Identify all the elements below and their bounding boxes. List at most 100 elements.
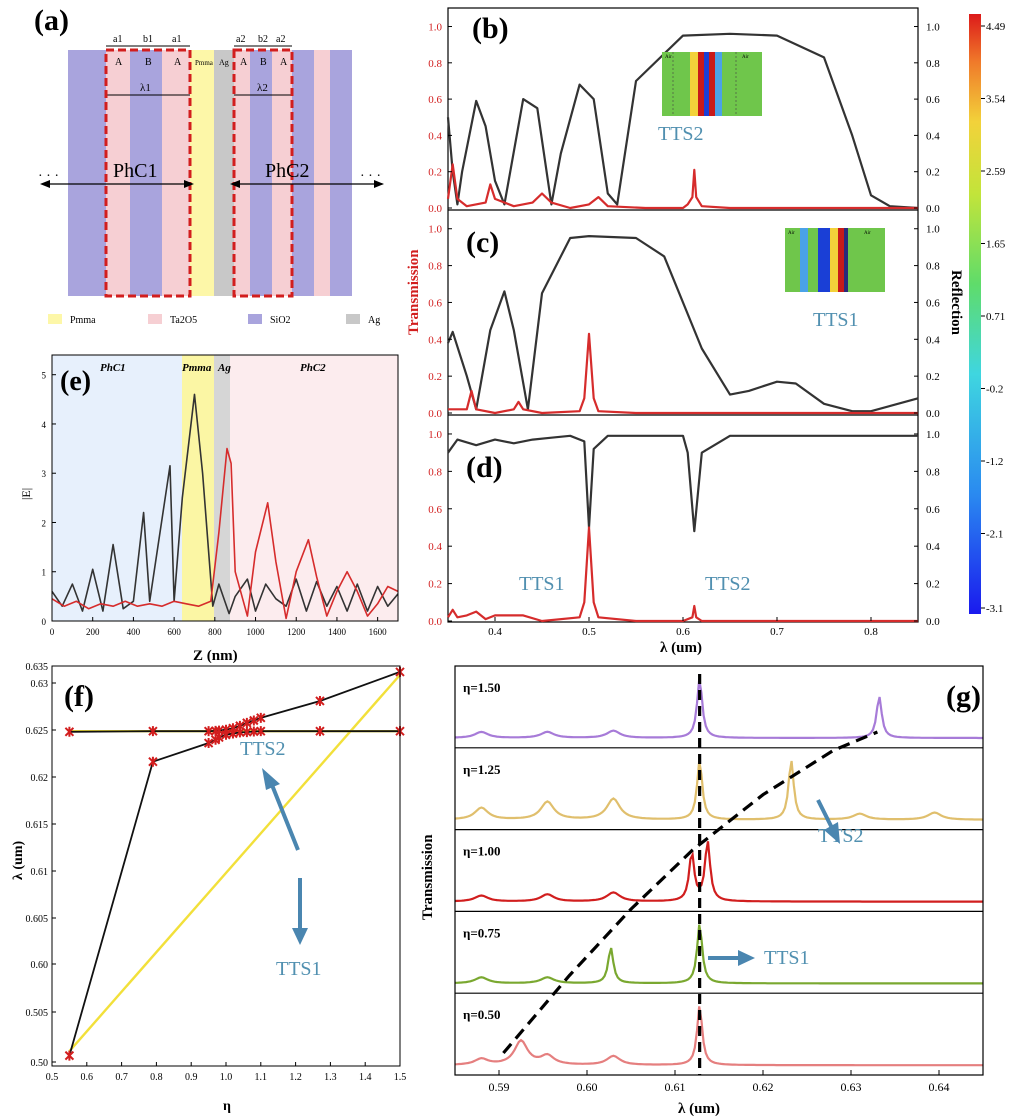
colorbar-tick-label: -1.2 <box>986 456 1003 468</box>
y-tick-label-right: 0.2 <box>926 371 940 383</box>
colorbar-tick-label: 1.65 <box>986 239 1006 251</box>
x-tick-label: 400 <box>127 627 141 637</box>
reflection-axis-label: Reflection <box>948 270 964 336</box>
series-line-0 <box>447 434 918 533</box>
y-tick-label-right: 0.6 <box>926 297 940 309</box>
e-x-axis-label: Z (nm) <box>193 648 238 664</box>
region-label-ag: Ag <box>217 362 231 374</box>
inset-c-air-left: Air <box>788 231 795 236</box>
bcd-x-axis-label: λ (um) <box>660 640 702 656</box>
f-marker <box>315 726 325 737</box>
g-series-3 <box>455 924 983 985</box>
dim-a2-left: a2 <box>236 34 245 45</box>
f-marker <box>64 726 75 737</box>
region-label-phc1: PhC1 <box>100 362 126 374</box>
x-tick-label: 1600 <box>369 627 388 637</box>
y-tick-label: 0.6 <box>428 94 442 106</box>
y-tick-label: 0.4 <box>428 541 442 553</box>
x-tick-label: 0 <box>50 627 55 637</box>
y-tick-label-right: 0.0 <box>926 203 940 215</box>
f-marker <box>148 756 158 767</box>
panel-label-g: (g) <box>946 680 981 713</box>
y-tick-label: 1.0 <box>428 224 442 236</box>
plot-c: 0.0 0.0 0.2 0.2 0.4 0.4 0.6 0.6 0.8 0.8 1.0 1.0 <box>428 224 940 420</box>
y-tick-label: 0.60 <box>31 960 49 971</box>
layer-8 <box>272 50 292 296</box>
y-tick-label: 0.8 <box>428 261 442 273</box>
g-series-4 <box>454 1006 983 1067</box>
y-tick-label: 2 <box>42 518 47 528</box>
plot-b: 0.0 0.0 0.2 0.2 0.4 0.4 0.6 0.6 0.8 0.8 1.0 1.0 <box>428 22 940 215</box>
layer-10 <box>314 50 330 296</box>
f-marker <box>203 738 214 749</box>
y-tick-label: 0.615 <box>26 820 49 831</box>
panel-label-f: (f) <box>64 680 94 713</box>
g-row-label: η=1.25 <box>463 762 501 777</box>
y-tick-label-right: 1.0 <box>926 22 940 34</box>
g-series-1 <box>454 760 984 821</box>
phc1-label: PhC1 <box>113 160 157 182</box>
x-tick-label: 0.8 <box>864 626 878 638</box>
g-annotation-tts2: TTS2 <box>818 825 864 847</box>
f-marker <box>64 1050 75 1061</box>
series-line-1 <box>447 526 918 623</box>
x-tick-label: 1200 <box>287 627 306 637</box>
region-label-pmma: Pmma <box>182 362 212 374</box>
plot-g: η=1.50 η=1.25 η=1.00 η=0.75 η=0.50 0.59 0.60 0.… <box>454 674 984 1094</box>
layer-a-left: A <box>115 57 123 68</box>
panel-label-b: (b) <box>472 12 509 45</box>
y-tick-label: 0.4 <box>428 130 442 142</box>
legend-label-ag: Ag <box>368 315 380 326</box>
f-series-0 <box>69 671 401 733</box>
colorbar-tick-label: 3.54 <box>986 94 1006 106</box>
layer-7 <box>250 50 272 296</box>
f-annotation-tts2: TTS2 <box>240 738 286 760</box>
panel-bcd: 0.0 0.0 0.2 0.2 0.4 0.4 0.6 0.6 0.8 0.8 1.0 1.0 0.0… <box>406 7 964 656</box>
legend-label-ta2o5: Ta2O5 <box>170 315 197 326</box>
plot-e: 0 1 2 3 4 5 0 200 400 600 800 1000 1200 1400 1600 <box>42 371 399 637</box>
panel-f: 0.5 0.6 0.7 0.8 0.9 1.0 1.1 1.2 1.3 1.4 1.5 0.50 0.5… <box>11 662 406 1114</box>
panel-label-c: (c) <box>466 226 499 259</box>
x-tick-label: 200 <box>86 627 100 637</box>
y-tick-label: 0.8 <box>428 466 442 478</box>
g-annotation-tts1: TTS1 <box>764 947 810 969</box>
x-tick-label: 0.59 <box>489 1080 510 1094</box>
y-tick-label: 1.0 <box>428 22 442 34</box>
plot-d: 0.0 0.0 0.2 0.2 0.4 0.4 0.6 0.6 0.8 0.8 1.0 1.0 0.4 0… <box>428 429 940 638</box>
dim-a1-left: a1 <box>113 34 122 45</box>
g-series-2 <box>454 841 983 903</box>
y-tick-label-right: 0.2 <box>926 579 940 591</box>
dimension-labels-right: a2 b2 a2 A B A <box>234 34 292 68</box>
x-tick-label: 0.9 <box>185 1072 198 1083</box>
x-tick-label: 1.2 <box>289 1072 302 1083</box>
f-marker <box>228 728 238 739</box>
y-tick-label: 0.0 <box>428 203 442 215</box>
x-tick-label: 0.63 <box>841 1080 862 1094</box>
y-tick-label: 0.625 <box>26 726 49 737</box>
y-tick-label: 1.0 <box>428 429 442 441</box>
x-tick-label: 1000 <box>247 627 266 637</box>
y-tick-label-right: 0.0 <box>926 408 940 420</box>
x-tick-label: 0.61 <box>665 1080 686 1094</box>
dim-b1: b1 <box>143 34 153 45</box>
e-y-axis-label: |E| <box>19 488 33 500</box>
x-tick-label: 0.5 <box>46 1072 59 1083</box>
x-tick-label: 0.6 <box>676 626 690 638</box>
g-row-label: η=0.50 <box>463 1007 501 1022</box>
legend-swatch-pmma <box>48 314 62 324</box>
layer-1 <box>106 50 130 296</box>
f-marker <box>214 732 224 743</box>
y-tick-label-right: 0.6 <box>926 94 940 106</box>
y-tick-label-right: 0.4 <box>926 541 940 553</box>
x-tick-label: 600 <box>167 627 181 637</box>
region-pmma <box>182 355 214 621</box>
y-tick-label-right: 0.4 <box>926 334 940 346</box>
y-tick-label: 0.2 <box>428 167 442 179</box>
x-tick-label: 0.6 <box>81 1072 94 1083</box>
g-y-axis-label: Transmission <box>420 834 436 920</box>
x-tick-label: 0.62 <box>753 1080 774 1094</box>
y-tick-label: 0 <box>42 617 47 627</box>
series-line-1 <box>446 163 918 210</box>
x-tick-label: 800 <box>208 627 222 637</box>
panel-a: (a) a1 b1 a1 A B A a2 b2 a2 A B A Pmma A… <box>34 4 384 326</box>
